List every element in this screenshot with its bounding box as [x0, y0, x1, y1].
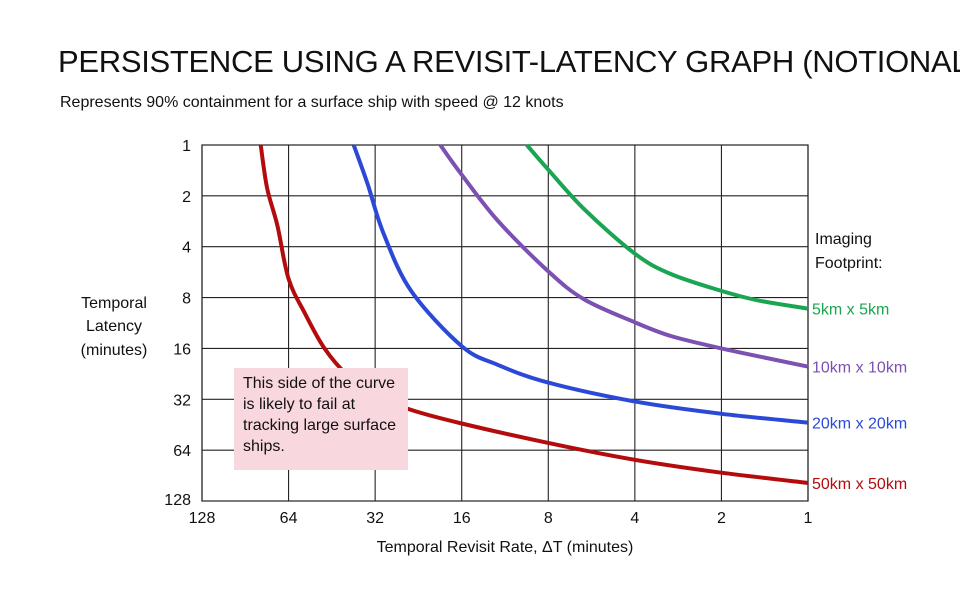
y-axis-label-line2: Latency [86, 318, 142, 335]
chart-subtitle: Represents 90% containment for a surface… [60, 94, 564, 111]
y-tick-label: 4 [182, 240, 191, 257]
y-tick-label: 64 [173, 443, 191, 460]
y-tick-label: 8 [182, 291, 191, 308]
y-tick-label: 32 [173, 392, 191, 409]
x-tick-label: 128 [189, 510, 216, 527]
x-tick-label: 4 [630, 510, 639, 527]
failure-region-note: This side of the curve is likely to fail… [234, 368, 408, 470]
y-tick-labels: 1 2 4 8 16 32 64 128 [164, 138, 191, 509]
legend-title-line2: Footprint: [815, 255, 883, 272]
x-tick-label: 2 [717, 510, 726, 527]
x-tick-label: 16 [453, 510, 471, 527]
y-tick-label: 128 [164, 492, 191, 509]
x-tick-label: 1 [804, 510, 813, 527]
x-tick-label: 8 [544, 510, 553, 527]
legend-title-line1: Imaging [815, 231, 872, 248]
series-label-50kmx50km: 50km x 50km [812, 476, 907, 493]
y-tick-label: 16 [173, 341, 191, 358]
series-line-10kmx10km [438, 143, 809, 369]
y-axis-label-line3: (minutes) [81, 342, 148, 359]
series-label-10kmx10km: 10km x 10km [812, 360, 907, 377]
x-tick-label: 32 [366, 510, 384, 527]
series-label-5kmx5km: 5km x 5km [812, 302, 889, 319]
series-line-5kmx5km [525, 143, 809, 311]
series-label-20kmx20km: 20km x 20km [812, 416, 907, 433]
plot-frame [201, 144, 809, 502]
x-axis-label: Temporal Revisit Rate, ΔT (minutes) [377, 539, 634, 556]
series-labels: 5km x 5km 10km x 10km 20km x 20km 50km x 50… [812, 302, 907, 493]
y-tick-label: 1 [182, 138, 191, 155]
chart-title: PERSISTENCE USING A REVISIT-LATENCY GRAP… [58, 44, 960, 79]
x-tick-label: 64 [280, 510, 298, 527]
y-axis-label-line1: Temporal [81, 295, 147, 312]
y-tick-label: 2 [182, 189, 191, 206]
x-tick-labels: 128 64 32 16 8 4 2 1 [189, 510, 813, 527]
series-line-20kmx20km [351, 144, 809, 425]
